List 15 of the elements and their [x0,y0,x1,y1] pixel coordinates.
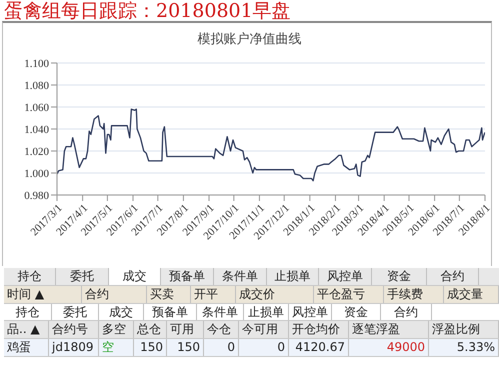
y-tick-label: 1.000 [24,168,50,180]
y-tick-label: 1.100 [24,58,50,70]
y-tick-label: 1.080 [24,80,50,92]
chart-title: 蛋禽组每日跟踪：20180801早盘 [4,0,291,22]
y-tick-label: 0.980 [24,190,50,202]
text: 持仓 委托 成交 预备单 条件单 止损单 风控单 资金 合约 [18,269,464,283]
text: 品.. ▲ 合约号 多空 总仓 可用 今仓 今可用 开仓均价 逐笔浮盈 浮盈比例 [7,322,480,336]
y-tick-label: 1.060 [24,102,50,114]
y-tick-label: 1.020 [24,146,50,158]
line-series [57,108,485,182]
chart-subtitle: 模拟账户净值曲线 [196,31,302,48]
text: 鸡蛋 jd1809 空 150 150 0 0 4120.67 49000 5.33% [7,340,495,354]
text: 时间 ▲ 合约 买卖 开平 成交价 平仓盈亏 手续费 成交量 [7,287,483,301]
y-tick-label: 1.040 [24,124,50,136]
text: 持仓 委托 成交 预备单 条件单 止损单 风控单 资金 合约 [16,305,418,319]
